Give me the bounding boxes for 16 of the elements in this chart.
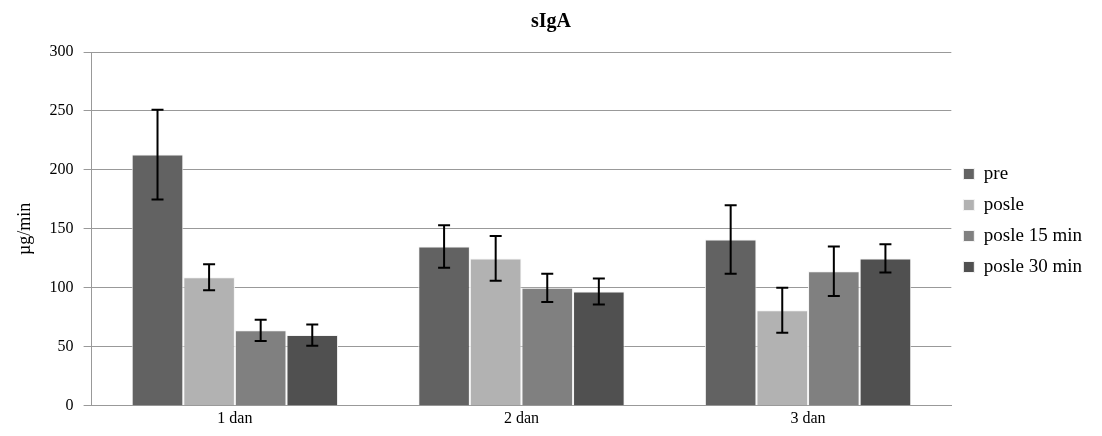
legend-label: posle: [983, 192, 1024, 214]
y-tick-label: 300: [49, 42, 74, 60]
y-tick-label: 250: [49, 101, 74, 119]
legend-label: posle 15 min: [983, 223, 1083, 245]
y-tick-label: 150: [49, 219, 74, 237]
y-tick-label: 100: [49, 278, 74, 296]
legend-label: pre: [983, 161, 1009, 183]
x-tick-label: 1 dan: [217, 408, 253, 426]
legend-label: posle 30 min: [983, 254, 1083, 276]
x-tick-label: 3 dan: [790, 408, 826, 426]
x-tick-label: 2 dan: [503, 408, 540, 426]
chart-title: sIgA: [530, 9, 572, 33]
y-tick-label: 0: [65, 396, 74, 413]
y-tick-label: 200: [49, 160, 74, 178]
y-axis-title: µg/min: [13, 202, 34, 256]
y-tick-label: 50: [57, 337, 74, 355]
